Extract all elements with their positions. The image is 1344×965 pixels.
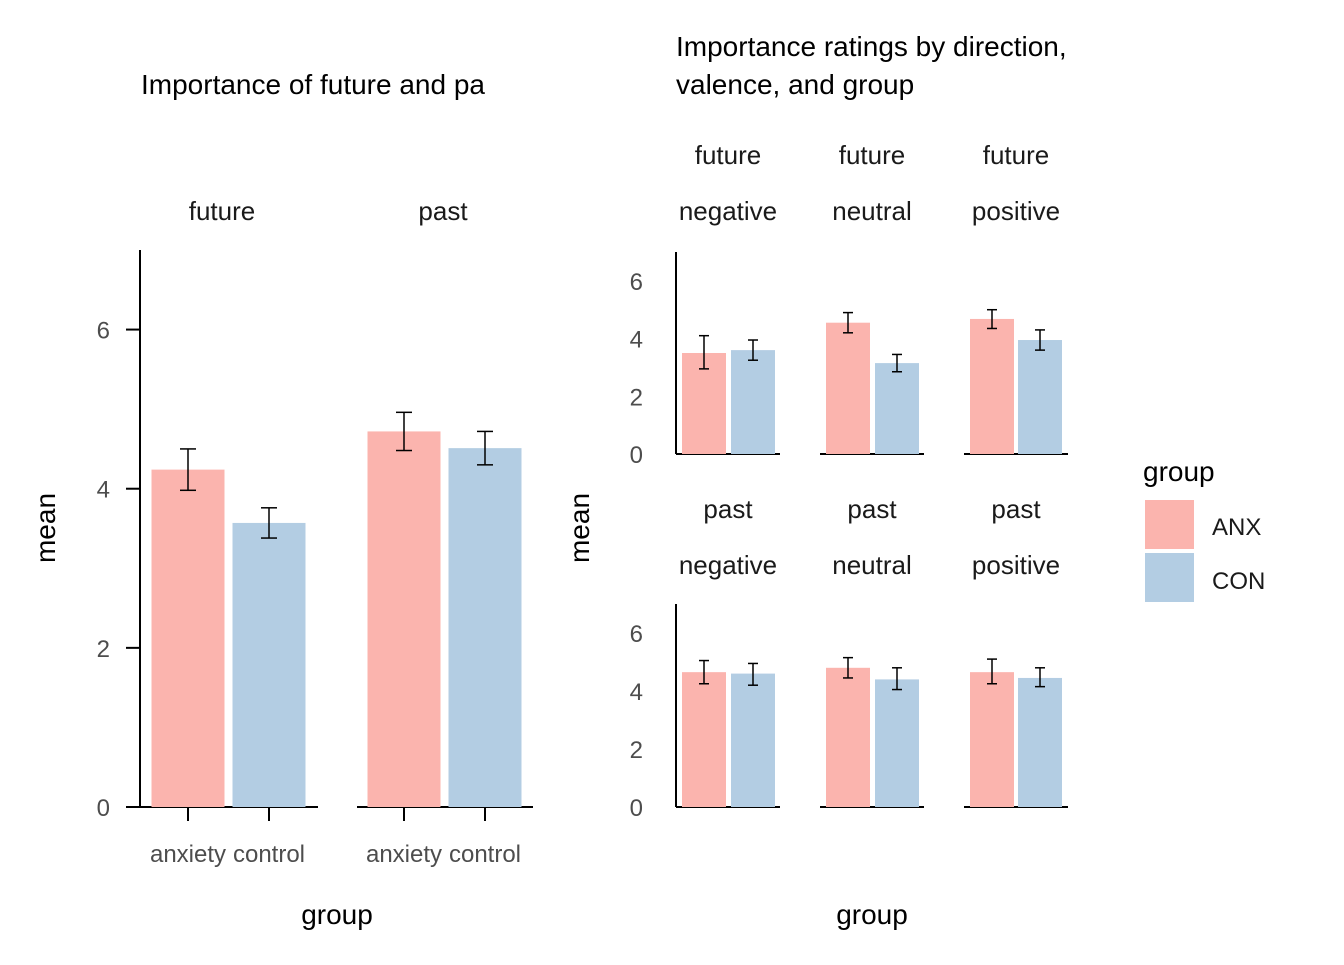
right-panel-strip-direction: past (991, 494, 1041, 524)
right-chart-title-line2: valence, and group (676, 69, 914, 100)
left-bar-anxiety (151, 469, 225, 807)
left-y-tick-label: 4 (97, 477, 110, 504)
left-x-tick-label: control (233, 841, 305, 868)
left-y-tick-label: 6 (97, 318, 110, 345)
right-y-tick-label: 0 (630, 795, 643, 822)
right-bar-con (1018, 340, 1062, 454)
right-bar-con (731, 350, 775, 454)
legend-label-con: CON (1212, 568, 1265, 595)
right-bar-con (875, 363, 919, 454)
right-y-tick-label: 4 (630, 327, 643, 354)
left-chart-title: Importance of future and pa (141, 69, 485, 100)
right-chart-title-line1: Importance ratings by direction, (676, 31, 1067, 62)
right-y-tick-label: 0 (630, 442, 643, 469)
right-panel-strip-valence: positive (972, 196, 1060, 226)
left-x-tick-label: control (449, 841, 521, 868)
left-x-axis-title: group (301, 899, 373, 930)
right-bar-con (1018, 677, 1062, 807)
right-panel-strip-direction: past (847, 494, 897, 524)
right-bar-anx (826, 322, 870, 454)
right-panel-strip-valence: negative (679, 196, 777, 226)
left-x-tick-label: anxiety (366, 841, 442, 868)
right-bar-anx (682, 353, 726, 454)
left-y-axis-title: mean (30, 493, 61, 563)
left-x-tick-label: anxiety (150, 841, 226, 868)
left-bar-control (232, 522, 306, 807)
right-bar-anx (826, 667, 870, 807)
right-panel-strip-direction: past (703, 494, 753, 524)
right-bar-anx (970, 672, 1014, 807)
right-y-tick-label: 2 (630, 737, 643, 764)
left-bar-anxiety (367, 431, 441, 807)
right-y-tick-label: 6 (630, 621, 643, 648)
right-bar-con (875, 679, 919, 807)
left-panel-strip-label: past (418, 196, 468, 226)
right-panel-strip-direction: future (695, 140, 762, 170)
right-panel-strip-direction: future (839, 140, 906, 170)
legend-key-con (1145, 553, 1194, 602)
left-panel-strip-label: future (189, 196, 256, 226)
right-panel-strip-valence: neutral (832, 550, 912, 580)
right-y-tick-label: 6 (630, 269, 643, 296)
left-y-tick-label: 0 (97, 795, 110, 822)
right-panel-strip-direction: future (983, 140, 1050, 170)
right-x-axis-title: group (836, 899, 908, 930)
panels-layer: 0 2 4 6 future anxiety control past anxiety contr… (97, 140, 1068, 868)
legend-title: group (1143, 456, 1215, 487)
right-y-tick-label: 4 (630, 679, 643, 706)
right-y-axis-title: mean (564, 493, 595, 563)
left-bar-control (448, 448, 522, 807)
right-panel-strip-valence: neutral (832, 196, 912, 226)
right-y-tick-label: 2 (630, 384, 643, 411)
right-bar-anx (970, 318, 1014, 454)
left-y-tick-label: 2 (97, 636, 110, 663)
right-bar-con (731, 673, 775, 807)
right-panel-strip-valence: negative (679, 550, 777, 580)
legend-key-anx (1145, 500, 1194, 549)
right-panel-strip-valence: positive (972, 550, 1060, 580)
strip-clip-cover (650, 190, 674, 230)
strip-clip-cover (650, 544, 674, 584)
right-bar-anx (682, 672, 726, 807)
legend: group ANX CON (1143, 456, 1265, 602)
legend-label-anx: ANX (1212, 514, 1261, 541)
